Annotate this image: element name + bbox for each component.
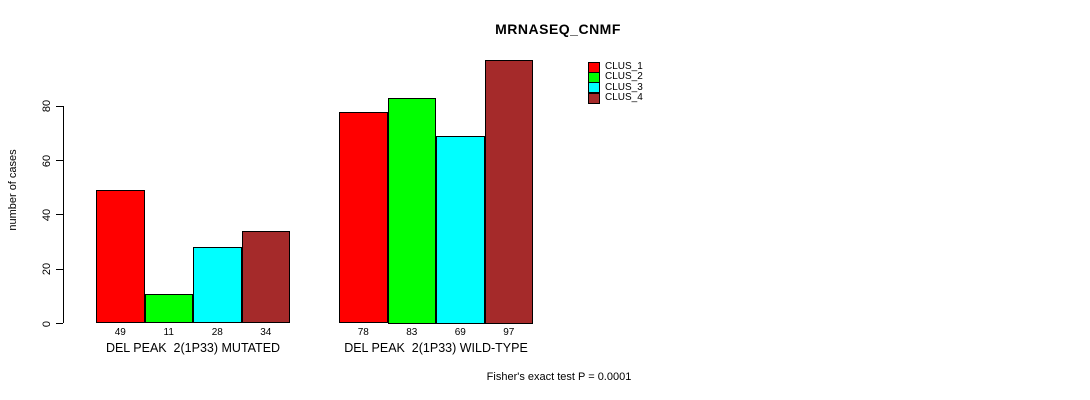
legend-swatch-icon: [588, 92, 600, 104]
y-tick: [56, 105, 63, 107]
x-group-label: DEL PEAK 2(1P33) MUTATED: [105, 341, 281, 355]
bar-clus_1-group2: [339, 111, 388, 324]
y-tick-label: 40: [41, 208, 53, 221]
chart-title: MRNASEQ_CNMF: [495, 21, 621, 37]
legend-item-clus_2: CLUS_2: [588, 71, 643, 83]
bar-value-label: 34: [260, 327, 272, 338]
bar-clus_1-group1: [96, 190, 145, 324]
y-tick: [56, 268, 63, 270]
legend-label: CLUS_1: [605, 61, 643, 72]
legend-label: CLUS_2: [605, 71, 643, 83]
bar-clus_4-group1: [241, 231, 290, 324]
legend-swatch-icon: [588, 61, 600, 73]
bar-value-label: 11: [163, 327, 174, 338]
y-tick-label: 20: [41, 263, 53, 276]
bar-clus_4-group2: [484, 60, 533, 324]
legend-swatch-icon: [588, 82, 600, 94]
legend-label: CLUS_4: [605, 92, 643, 104]
bar-value-label: 69: [454, 327, 466, 338]
legend-label: CLUS_3: [605, 81, 643, 93]
bar-value-label: 83: [406, 327, 418, 338]
y-tick-label: 80: [41, 100, 53, 113]
bar-clus_3-group2: [436, 136, 485, 324]
bar-value-label: 28: [211, 327, 223, 338]
y-tick-label: 0: [41, 320, 53, 327]
y-tick: [56, 214, 63, 216]
bar-clus_2-group1: [144, 293, 193, 324]
bar-value-label: 49: [114, 327, 126, 338]
x-group-label: DEL PEAK 2(1P33) WILD-TYPE: [344, 341, 528, 355]
bar-clus_3-group1: [193, 247, 242, 324]
legend-item-clus_4: CLUS_4: [588, 92, 643, 104]
y-axis: [63, 106, 64, 324]
bar-clus_2-group2: [387, 98, 436, 324]
bar-value-label: 97: [503, 327, 515, 338]
bar-value-label: 78: [357, 327, 369, 338]
y-tick-label: 60: [41, 154, 53, 167]
y-tick: [56, 160, 63, 161]
annotation-fisher-test: Fisher's exact test P = 0.0001: [486, 371, 632, 383]
legend-swatch-icon: [588, 71, 600, 83]
y-tick: [56, 323, 63, 324]
